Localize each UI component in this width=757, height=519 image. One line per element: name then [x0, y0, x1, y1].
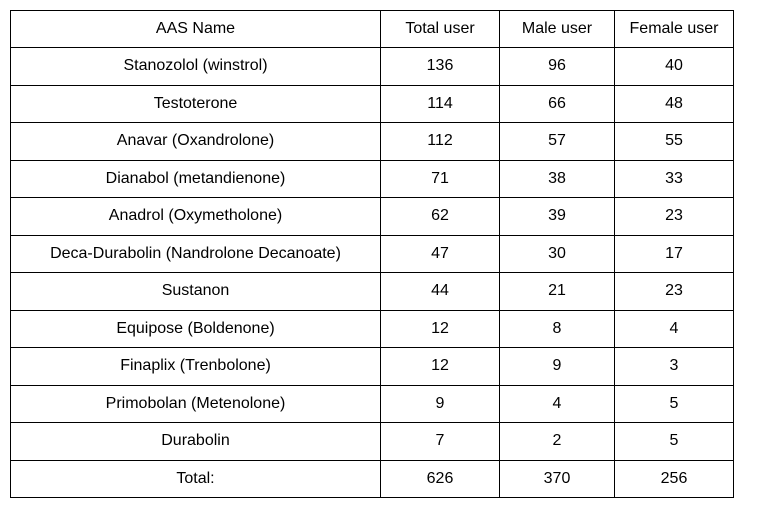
cell-male-user: 2	[499, 422, 615, 461]
table-row: Testoterone 114 66 48	[10, 84, 734, 123]
cell-male-user: 57	[499, 122, 615, 161]
header-total-user: Total user	[380, 10, 500, 48]
cell-total-user: 136	[380, 47, 500, 86]
cell-total-user: 7	[380, 422, 500, 461]
cell-aas-name: Finaplix (Trenbolone)	[10, 347, 381, 386]
cell-aas-name: Equipose (Boldenone)	[10, 309, 381, 348]
aas-user-table: AAS Name Total user Male user Female use…	[10, 10, 734, 498]
table-row: Durabolin 7 2 5	[10, 422, 734, 461]
cell-aas-name: Anavar (Oxandrolone)	[10, 122, 381, 161]
cell-total-user: 44	[380, 272, 500, 311]
cell-female-user: 23	[614, 197, 734, 236]
cell-female-user: 33	[614, 159, 734, 198]
cell-female-user: 3	[614, 347, 734, 386]
table-body: Stanozolol (winstrol) 136 96 40 Testoter…	[10, 47, 734, 461]
cell-male-user: 30	[499, 234, 615, 273]
cell-total-user: 12	[380, 347, 500, 386]
cell-aas-name: Stanozolol (winstrol)	[10, 47, 381, 86]
totals-total-user: 626	[380, 459, 500, 498]
cell-aas-name: Durabolin	[10, 422, 381, 461]
cell-male-user: 9	[499, 347, 615, 386]
header-male-user: Male user	[499, 10, 615, 48]
cell-aas-name: Primobolan (Metenolone)	[10, 384, 381, 423]
cell-female-user: 5	[614, 422, 734, 461]
cell-male-user: 96	[499, 47, 615, 86]
cell-female-user: 55	[614, 122, 734, 161]
cell-female-user: 5	[614, 384, 734, 423]
cell-total-user: 71	[380, 159, 500, 198]
cell-aas-name: Dianabol (metandienone)	[10, 159, 381, 198]
totals-male-user: 370	[499, 459, 615, 498]
cell-male-user: 8	[499, 309, 615, 348]
header-female-user: Female user	[614, 10, 734, 48]
cell-total-user: 9	[380, 384, 500, 423]
cell-aas-name: Sustanon	[10, 272, 381, 311]
cell-total-user: 62	[380, 197, 500, 236]
cell-female-user: 40	[614, 47, 734, 86]
cell-female-user: 48	[614, 84, 734, 123]
cell-male-user: 4	[499, 384, 615, 423]
cell-female-user: 23	[614, 272, 734, 311]
cell-aas-name: Anadrol (Oxymetholone)	[10, 197, 381, 236]
totals-label: Total:	[10, 459, 381, 498]
cell-male-user: 21	[499, 272, 615, 311]
totals-female-user: 256	[614, 459, 734, 498]
cell-female-user: 4	[614, 309, 734, 348]
cell-male-user: 39	[499, 197, 615, 236]
cell-male-user: 66	[499, 84, 615, 123]
table-row: Dianabol (metandienone) 71 38 33	[10, 159, 734, 198]
table-row: Deca-Durabolin (Nandrolone Decanoate) 47…	[10, 234, 734, 273]
table-row: Equipose (Boldenone) 12 8 4	[10, 309, 734, 348]
header-aas-name: AAS Name	[10, 10, 381, 48]
table-header: AAS Name Total user Male user Female use…	[10, 10, 734, 48]
cell-female-user: 17	[614, 234, 734, 273]
cell-aas-name: Deca-Durabolin (Nandrolone Decanoate)	[10, 234, 381, 273]
table-row: Sustanon 44 21 23	[10, 272, 734, 311]
cell-aas-name: Testoterone	[10, 84, 381, 123]
table-row: Finaplix (Trenbolone) 12 9 3	[10, 347, 734, 386]
table-row: Anavar (Oxandrolone) 112 57 55	[10, 122, 734, 161]
cell-male-user: 38	[499, 159, 615, 198]
cell-total-user: 47	[380, 234, 500, 273]
cell-total-user: 12	[380, 309, 500, 348]
totals-row: Total: 626 370 256	[10, 459, 734, 498]
header-row: AAS Name Total user Male user Female use…	[10, 10, 734, 48]
table-row: Primobolan (Metenolone) 9 4 5	[10, 384, 734, 423]
table-row: Stanozolol (winstrol) 136 96 40	[10, 47, 734, 86]
table-footer: Total: 626 370 256	[10, 459, 734, 498]
table-row: Anadrol (Oxymetholone) 62 39 23	[10, 197, 734, 236]
cell-total-user: 114	[380, 84, 500, 123]
cell-total-user: 112	[380, 122, 500, 161]
